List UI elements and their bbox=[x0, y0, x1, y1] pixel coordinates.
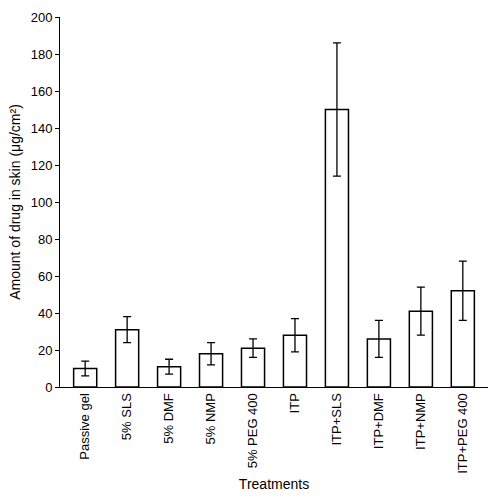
svg-text:180: 180 bbox=[31, 47, 53, 62]
svg-text:Passive gel: Passive gel bbox=[77, 393, 92, 460]
svg-text:ITP+PEG 400: ITP+PEG 400 bbox=[455, 393, 470, 474]
svg-text:140: 140 bbox=[31, 121, 53, 136]
svg-text:Amount of drug in skin (μg/cm²: Amount of drug in skin (μg/cm²) bbox=[7, 104, 23, 300]
svg-text:200: 200 bbox=[31, 10, 53, 25]
svg-text:160: 160 bbox=[31, 84, 53, 99]
svg-text:120: 120 bbox=[31, 158, 53, 173]
svg-text:40: 40 bbox=[38, 306, 52, 321]
svg-text:ITP+SLS: ITP+SLS bbox=[329, 393, 344, 446]
svg-text:Treatments: Treatments bbox=[239, 476, 309, 492]
svg-text:5% DMF: 5% DMF bbox=[161, 393, 176, 444]
svg-text:ITP+NMP: ITP+NMP bbox=[413, 393, 428, 450]
svg-text:5% NMP: 5% NMP bbox=[203, 393, 218, 444]
svg-text:5% SLS: 5% SLS bbox=[119, 393, 134, 440]
svg-text:ITP+DMF: ITP+DMF bbox=[371, 393, 386, 449]
svg-text:80: 80 bbox=[38, 232, 52, 247]
svg-text:0: 0 bbox=[45, 380, 52, 395]
svg-text:ITP: ITP bbox=[287, 393, 302, 413]
svg-text:100: 100 bbox=[31, 195, 53, 210]
svg-text:60: 60 bbox=[38, 269, 52, 284]
svg-text:20: 20 bbox=[38, 343, 52, 358]
svg-text:5% PEG 400: 5% PEG 400 bbox=[245, 393, 260, 468]
